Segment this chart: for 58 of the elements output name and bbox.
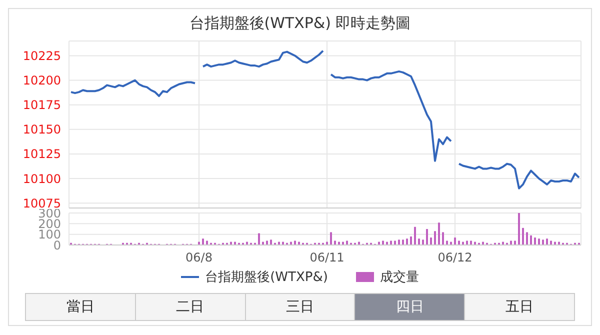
bar [394,240,396,245]
bar [402,240,404,245]
text: 四日 [354,294,464,320]
bar [446,240,448,245]
y-tick-label: 10100 [22,172,61,186]
bar [206,240,208,245]
bar [422,240,424,245]
legend-label: 成交量 [380,269,419,286]
bar [266,240,268,245]
bar [526,232,528,245]
bar [390,240,392,245]
bar [414,226,416,245]
x-tick-label: 06/11 [310,250,344,265]
bar [514,240,516,245]
bar [550,240,552,245]
bar [294,240,296,245]
bar [270,240,272,245]
bar [258,233,260,245]
bar [534,238,536,245]
text: 當日 [26,294,135,320]
bar [434,231,436,245]
bar [418,238,420,245]
y-tick-label: 10175 [22,98,61,112]
bar [410,236,412,245]
text: 五日 [464,294,574,320]
bar [538,238,540,245]
bar [530,235,532,245]
bar [510,240,512,245]
y-tick-label: 10200 [22,74,61,88]
text: 三日 [244,294,354,320]
bar [522,228,524,245]
y-tick-label: 10150 [22,122,61,137]
bar [334,240,336,245]
x-tick-label: 06/8 [186,250,212,265]
bar [454,238,456,245]
bar [546,238,548,245]
bar [458,240,460,245]
chart-title: 台指期盤後(WTXP&) 即時走勢圖 [188,13,412,34]
bar [398,240,400,245]
text: 二日 [134,294,245,320]
y-tick-label: 10075 [22,196,61,210]
bar [430,238,432,245]
bar [426,229,428,245]
bar [406,238,408,245]
bar [438,222,440,245]
bar [202,238,204,245]
legend-label: 台指期盤後(WTXP&) [205,269,328,286]
bar [518,213,520,245]
y-tick-label: 10225 [22,48,61,63]
bar [382,240,384,245]
bar [542,240,544,245]
x-tick-label: 06/12 [438,250,472,265]
bar [330,232,332,245]
y-tick-label: 10125 [22,147,61,162]
bar [346,240,348,245]
bar [470,240,472,245]
bar [466,240,468,245]
bar [442,232,444,245]
